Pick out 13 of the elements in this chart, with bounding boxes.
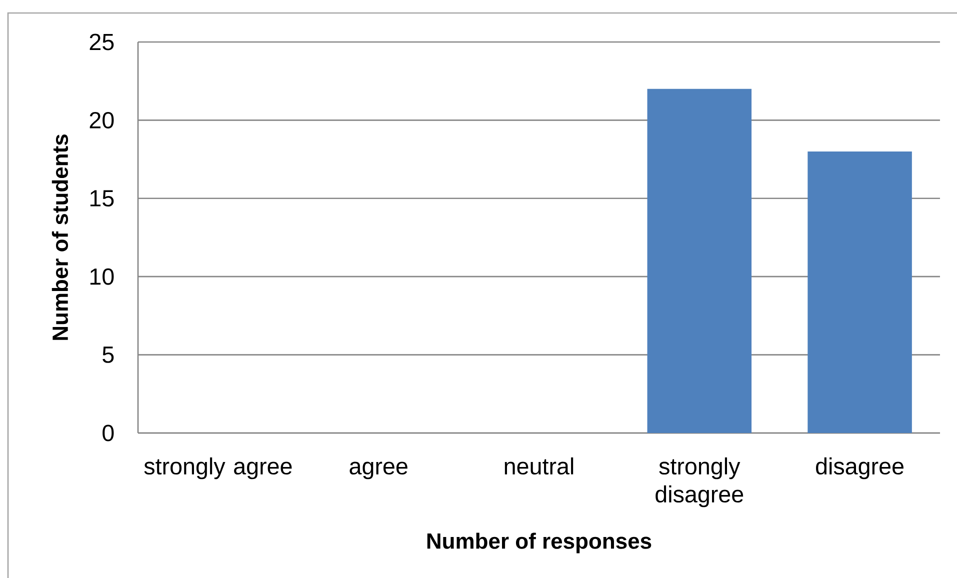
- x-tick-label: strongly agree: [144, 457, 292, 480]
- y-axis-title: Number of students: [52, 134, 68, 340]
- x-axis-title: Number of responses: [427, 532, 652, 554]
- x-tick-label: disagree: [816, 457, 904, 480]
- x-tick-label: strongly disagree: [656, 457, 744, 508]
- y-tick-label: 15: [90, 190, 114, 207]
- x-tick-label: neutral: [504, 457, 574, 475]
- y-tick-label: 20: [90, 112, 114, 128]
- y-tick-label: 25: [90, 34, 114, 50]
- y-tick-label: 5: [102, 346, 114, 363]
- x-tick-label: agree: [350, 462, 408, 480]
- y-tick-label: 10: [90, 268, 114, 285]
- y-tick-label: 0: [102, 424, 114, 442]
